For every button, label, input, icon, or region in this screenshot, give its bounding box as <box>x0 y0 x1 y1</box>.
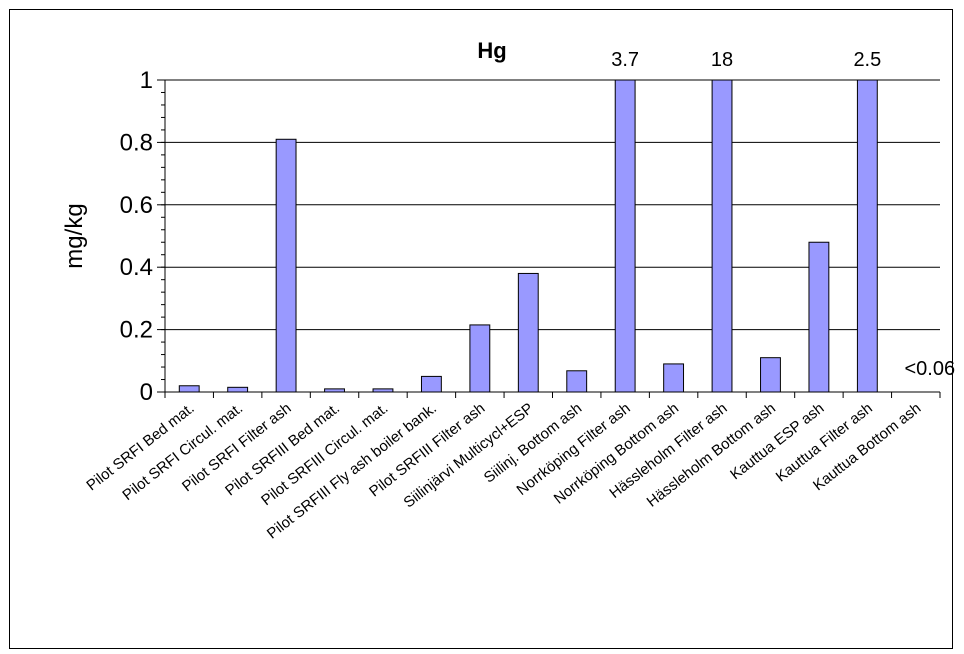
y-tick-label-4: 0.8 <box>120 129 153 156</box>
bar-0 <box>178 385 200 393</box>
y-tick-label-3: 0.6 <box>120 192 153 219</box>
chart-title: Hg <box>477 38 506 63</box>
bar-8 <box>566 370 588 393</box>
y-axis-label: mg/kg <box>61 203 88 268</box>
bar-5 <box>420 375 442 393</box>
y-tick-label-2: 0.4 <box>120 254 153 281</box>
bar-13 <box>808 241 830 393</box>
annotation-9: 3.7 <box>611 49 639 71</box>
bar-14 <box>856 79 878 393</box>
bar-10 <box>663 363 685 393</box>
bar-6 <box>469 324 491 393</box>
annotation-11: 18 <box>711 49 733 71</box>
annotation-14: 2.5 <box>853 49 881 71</box>
bar-9 <box>614 79 636 393</box>
bar-4 <box>372 388 394 393</box>
bar-7 <box>517 272 539 393</box>
y-tick-label-1: 0.2 <box>120 317 153 344</box>
bar-3 <box>324 388 345 393</box>
bar-1 <box>227 386 249 393</box>
y-tick-label-5: 1 <box>140 67 153 94</box>
y-tick-label-0: 0 <box>140 379 153 406</box>
bar-2 <box>275 138 297 393</box>
annotation-15: <0.06 <box>904 358 955 380</box>
bar-12 <box>760 357 781 393</box>
bar-11 <box>711 79 733 393</box>
